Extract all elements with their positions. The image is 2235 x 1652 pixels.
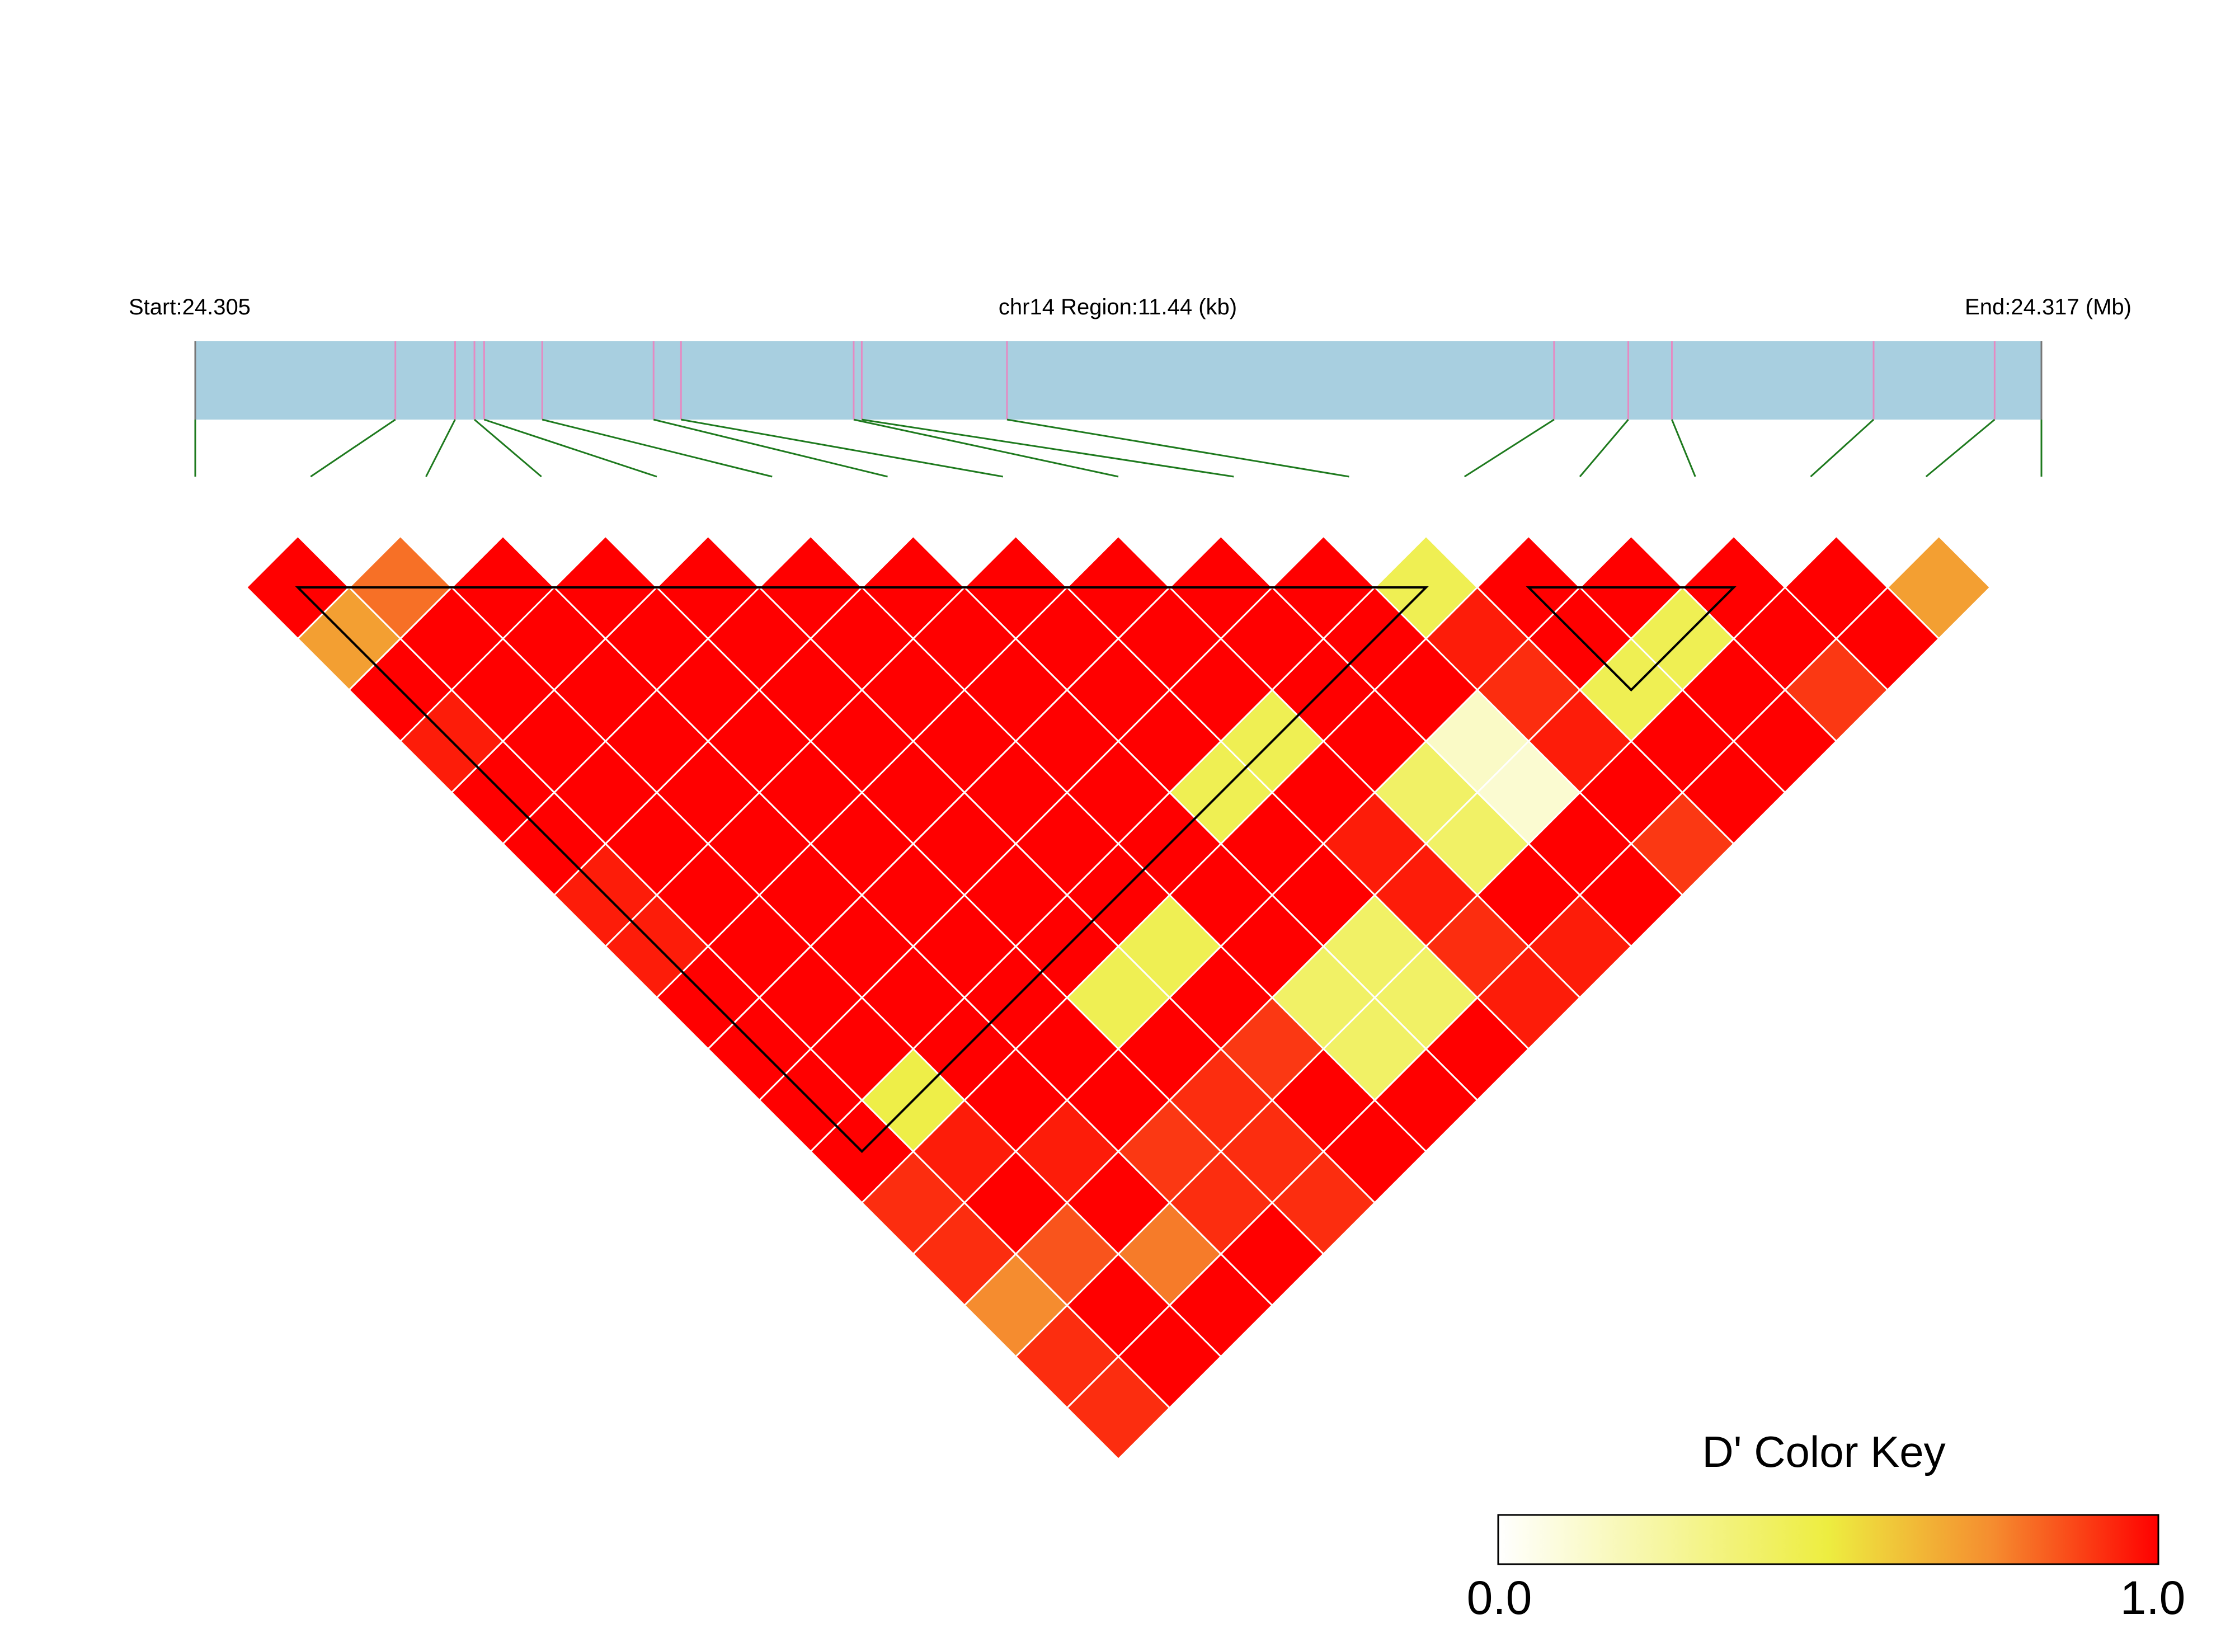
- snp-connector: [681, 420, 1003, 477]
- color-key-title: D' Color Key: [1702, 1427, 1945, 1476]
- snp-connector: [854, 420, 1118, 477]
- region-bar: [195, 341, 2041, 420]
- color-key-gradient: [1498, 1515, 2158, 1564]
- color-key-max-label: 1.0: [2120, 1571, 2186, 1624]
- region-start-label: Start:24.305: [129, 295, 251, 319]
- snp-connector: [1672, 420, 1695, 477]
- snp-connector: [1580, 420, 1629, 477]
- snp-connector: [1811, 420, 1874, 477]
- snp-connector: [484, 420, 657, 477]
- snp-connector: [426, 420, 455, 477]
- snp-connector: [310, 420, 395, 477]
- region-title-label: chr14 Region:11.44 (kb): [999, 295, 1237, 319]
- heatmap-cell-group: [247, 536, 1991, 1459]
- snp-connector: [1465, 420, 1554, 477]
- snp-connector: [1926, 420, 1995, 477]
- region-end-label: End:24.317 (Mb): [1965, 295, 2132, 319]
- snp-connector: [542, 420, 772, 477]
- color-key-min-label: 0.0: [1467, 1571, 1532, 1624]
- snp-connector: [653, 420, 887, 477]
- snp-connector-group: [195, 420, 2041, 477]
